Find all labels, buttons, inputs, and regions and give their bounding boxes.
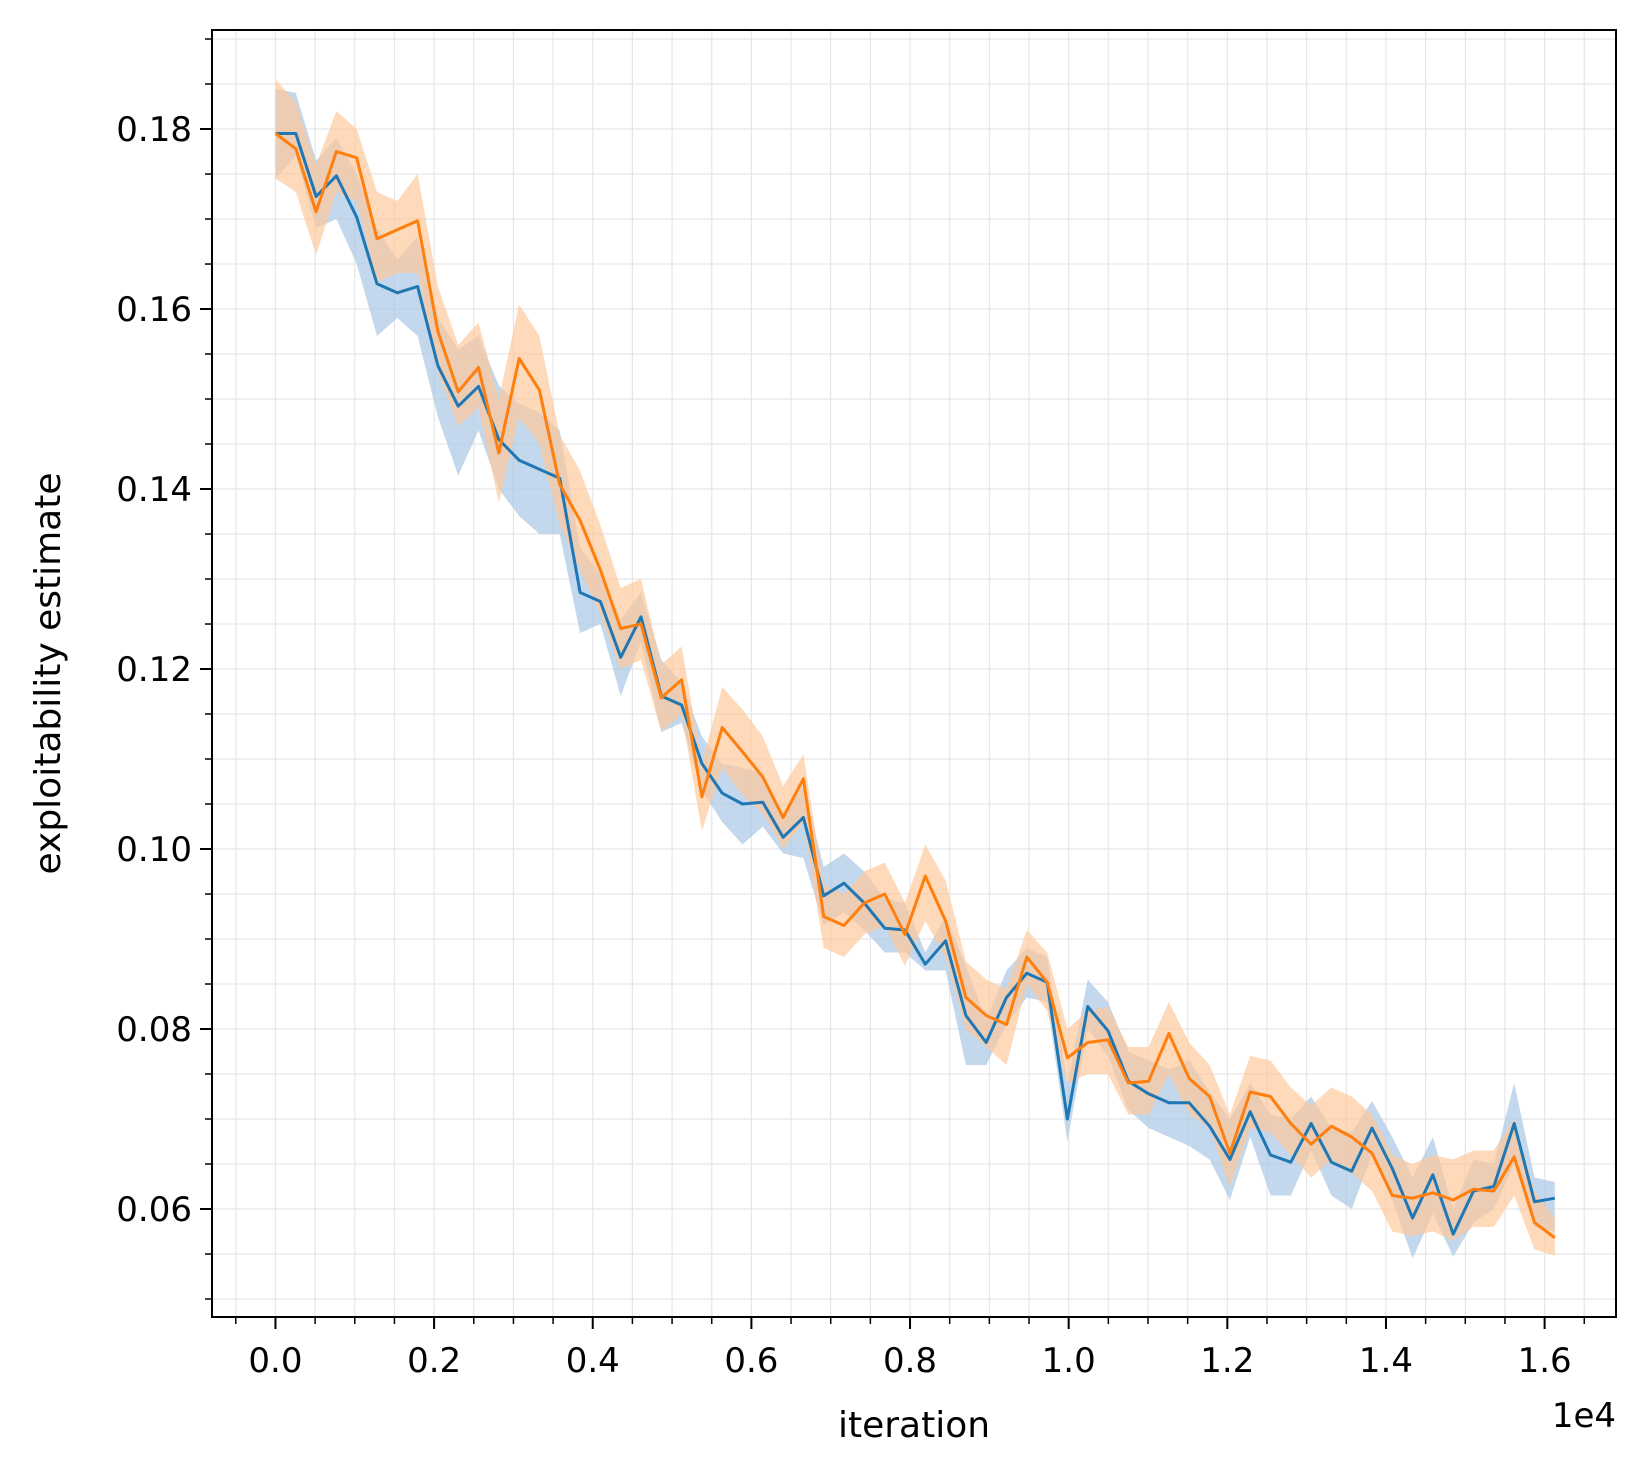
x-tick-label: 0.4 xyxy=(566,1341,620,1381)
confidence-bands xyxy=(275,79,1555,1259)
series-2-band xyxy=(275,79,1555,1256)
y-tick-label: 0.08 xyxy=(116,1010,192,1050)
x-axis-offset-label: 1e4 xyxy=(1552,1396,1616,1436)
x-tick-label: 0.8 xyxy=(883,1341,937,1381)
x-tick-label: 0.2 xyxy=(407,1341,461,1381)
x-tick-label: 0.0 xyxy=(248,1341,302,1381)
series-lines xyxy=(274,132,1556,1239)
x-tick-label: 0.6 xyxy=(724,1341,778,1381)
y-tick-label: 0.18 xyxy=(116,110,192,150)
y-tick-label: 0.10 xyxy=(116,830,192,870)
y-tick-label: 0.14 xyxy=(116,470,192,510)
y-tick-label: 0.16 xyxy=(116,290,192,330)
plot-frame xyxy=(211,29,1617,1318)
axis-ticks: 0.0 0.2 0.4 0.6 0.8 1.0 1.2 1.4 1.6 0.06 0.08 0.10 0… xyxy=(116,38,1586,1381)
y-tick-label: 0.06 xyxy=(116,1190,192,1230)
x-tick-label: 1.6 xyxy=(1518,1341,1572,1381)
y-axis-label: exploitability estimate xyxy=(28,472,69,874)
x-tick-label: 1.0 xyxy=(1042,1341,1096,1381)
x-axis-label: iteration xyxy=(838,1405,990,1446)
y-tick-label: 0.12 xyxy=(116,650,192,690)
x-tick-label: 1.4 xyxy=(1359,1341,1413,1381)
x-tick-label: 1.2 xyxy=(1200,1341,1254,1381)
series-2-line xyxy=(274,132,1556,1239)
